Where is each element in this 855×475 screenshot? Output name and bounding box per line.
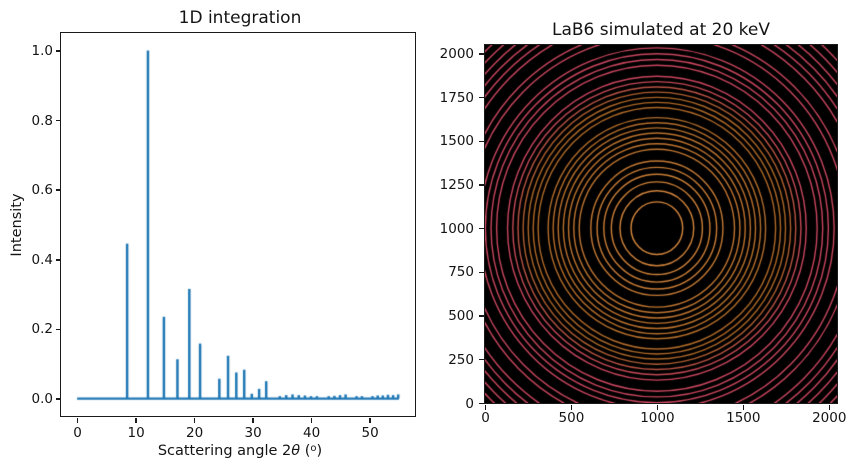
left-x-tick-label: 50 — [361, 425, 379, 441]
left-y-tick-label: 0.2 — [31, 321, 53, 338]
right-x-tick-label: 1000 — [640, 410, 675, 426]
right-x-tick-mark — [484, 405, 487, 410]
left-y-tick-label: 1.0 — [31, 42, 53, 59]
right-y-tick-label: 2000 — [439, 45, 474, 62]
left-plot-title: 1D integration — [178, 8, 302, 28]
right-y-tick-mark — [479, 315, 484, 317]
right-y-tick-mark — [479, 53, 484, 55]
right-x-tick-mark — [570, 405, 573, 410]
theta-symbol: θ — [291, 443, 301, 459]
left-x-tick-mark — [252, 418, 254, 423]
right-y-tick-label: 1250 — [439, 176, 474, 193]
xlabel-text-suffix: ) — [316, 443, 323, 459]
right-x-tick-label: 2000 — [812, 410, 847, 426]
right-y-tick-label: 500 — [448, 308, 474, 325]
right-plot-title: LaB6 simulated at 20 keV — [552, 20, 770, 40]
left-plot-ylabel: Intensity — [9, 193, 25, 257]
right-y-tick-mark — [479, 184, 484, 186]
right-axes — [484, 44, 838, 404]
right-y-tick-mark — [479, 140, 484, 142]
left-x-tick-mark — [310, 418, 313, 423]
right-x-tick-label: 500 — [558, 410, 585, 426]
right-y-tick-mark — [479, 359, 484, 361]
right-x-tick-label: 1500 — [726, 410, 761, 426]
left-x-tick-label: 40 — [303, 425, 321, 441]
left-x-tick-label: 20 — [186, 425, 204, 441]
right-y-tick-label: 0 — [465, 395, 474, 412]
left-x-tick-label: 10 — [127, 425, 145, 441]
right-y-tick-label: 250 — [448, 351, 474, 368]
left-x-tick-mark — [76, 418, 79, 423]
right-y-tick-label: 1500 — [439, 133, 474, 150]
left-y-tick-label: 0.0 — [31, 391, 53, 408]
right-y-tick-label: 1750 — [439, 89, 474, 106]
right-y-tick-mark — [479, 96, 484, 99]
diffraction-image-canvas — [485, 45, 837, 403]
right-y-tick-label: 750 — [448, 264, 474, 281]
right-y-tick-mark — [479, 271, 484, 274]
line-plot-canvas — [61, 33, 415, 416]
left-y-tick-mark — [55, 328, 60, 331]
left-x-tick-mark — [369, 418, 371, 423]
left-y-tick-mark — [55, 50, 60, 52]
left-y-tick-label: 0.8 — [31, 112, 53, 129]
right-x-tick-label: 0 — [481, 410, 490, 426]
left-y-tick-mark — [55, 259, 60, 261]
right-y-tick-mark — [479, 402, 484, 405]
left-y-tick-label: 0.6 — [31, 182, 53, 199]
left-y-tick-label: 0.4 — [31, 251, 53, 268]
left-y-tick-mark — [55, 398, 60, 400]
right-y-tick-label: 1000 — [439, 220, 474, 237]
degree-superscript: o — [310, 443, 317, 454]
left-x-tick-mark — [135, 418, 137, 423]
right-x-tick-mark — [742, 405, 744, 410]
xlabel-text-prefix: Scattering angle 2 — [157, 443, 292, 459]
right-x-tick-mark — [656, 405, 659, 410]
left-plot-xlabel: Scattering angle 2θ (o) — [158, 443, 322, 459]
left-y-tick-mark — [55, 189, 60, 191]
right-y-tick-mark — [479, 227, 484, 230]
right-x-tick-mark — [828, 405, 830, 410]
left-y-tick-mark — [55, 119, 60, 122]
left-axes — [60, 32, 416, 417]
left-x-tick-label: 30 — [244, 425, 262, 441]
left-x-tick-label: 0 — [73, 425, 82, 441]
left-x-tick-mark — [193, 418, 196, 423]
xlabel-text-mid: ( — [300, 443, 311, 459]
